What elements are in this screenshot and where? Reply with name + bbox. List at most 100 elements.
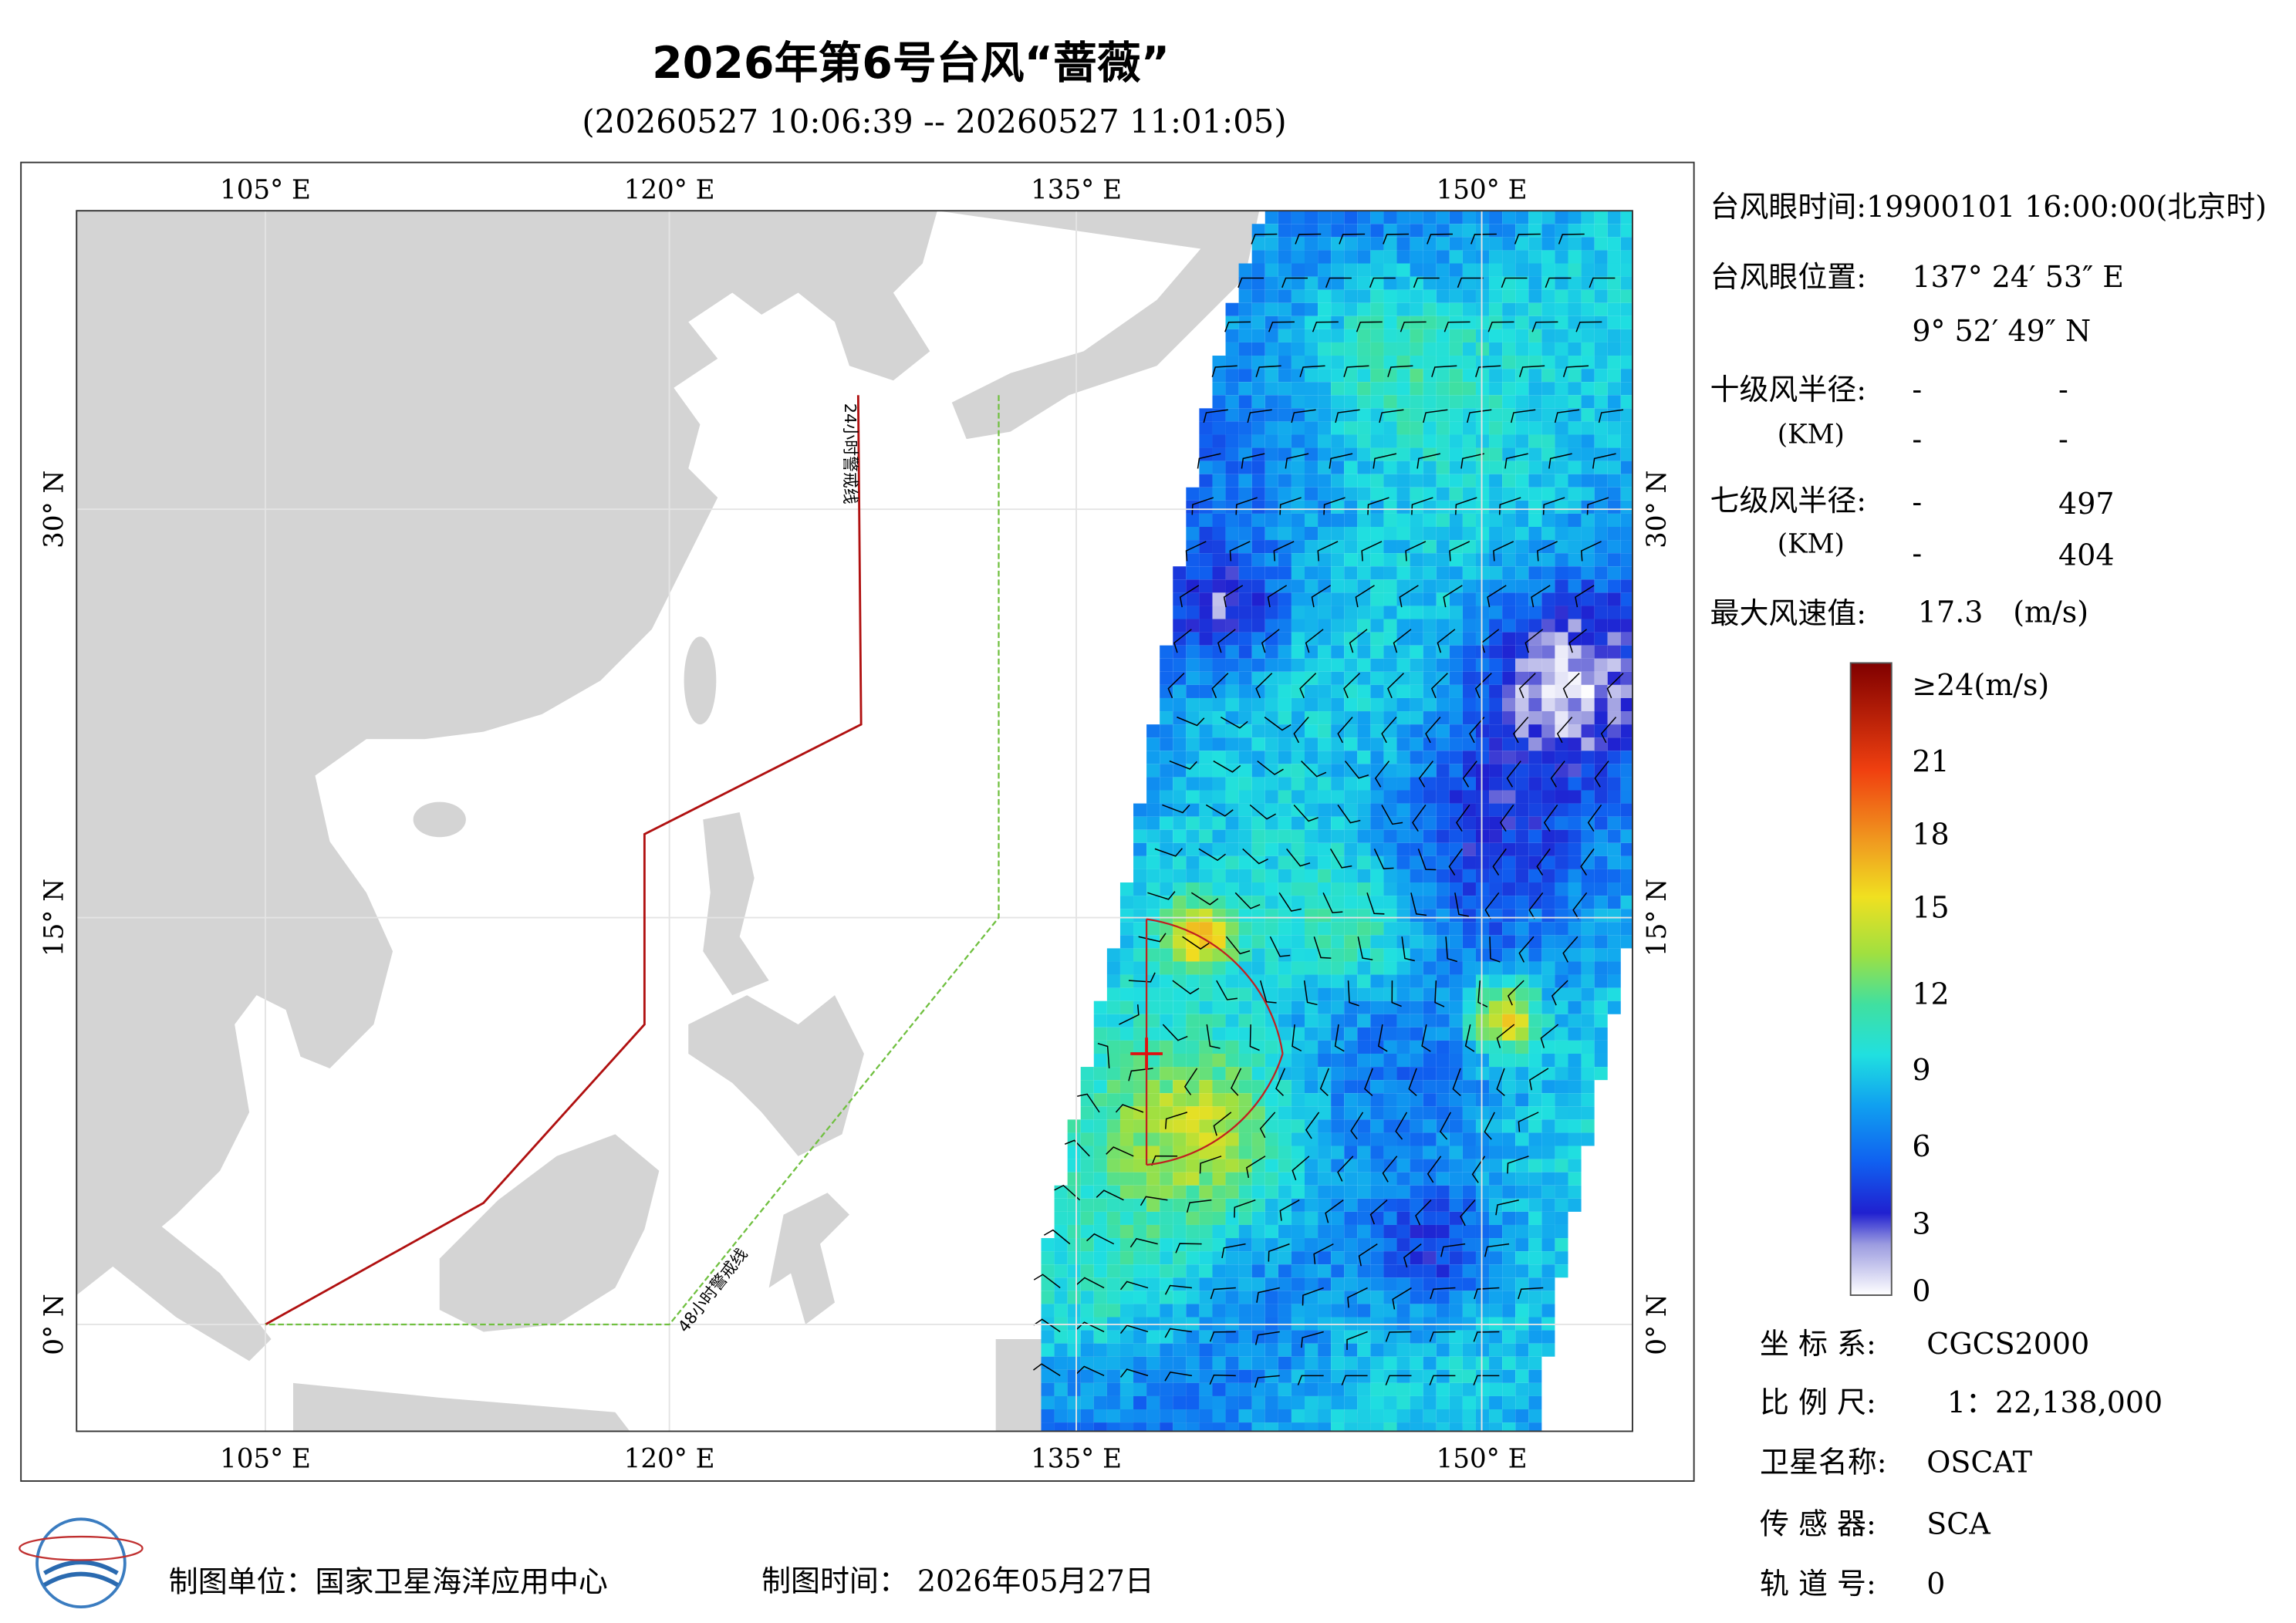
swath-cell [1160, 751, 1173, 764]
swath-cell [1344, 289, 1358, 303]
swath-cell [1541, 540, 1555, 554]
swath-cell [1449, 1409, 1463, 1423]
swath-cell [1449, 342, 1463, 356]
swath-cell [1423, 882, 1437, 896]
swath-cell [1344, 987, 1358, 1001]
swath-cell [1357, 1132, 1371, 1146]
radius-value: - [1912, 536, 1922, 570]
swath-cell [1106, 1159, 1120, 1173]
swath-cell [1186, 553, 1200, 567]
swath-cell [1146, 1211, 1160, 1225]
wind-barb [1427, 233, 1454, 245]
swath-cell [1212, 922, 1226, 936]
swath-cell [1357, 369, 1371, 383]
swath-cell [1278, 961, 1292, 975]
swath-cell [1568, 803, 1582, 817]
swath-cell [1251, 553, 1265, 567]
radius-label: 十级风半径: [1710, 373, 1866, 407]
swath-cell [1344, 1106, 1358, 1120]
swath-cell [1344, 1264, 1358, 1278]
swath-cell [1383, 1422, 1397, 1432]
swath-cell [1133, 816, 1147, 830]
swath-cell [1212, 1343, 1226, 1357]
swath-cell [1436, 369, 1450, 383]
swath-cell [1607, 829, 1621, 843]
swath-cell [1607, 869, 1621, 883]
swath-cell [1357, 1146, 1371, 1159]
swath-cell [1225, 421, 1239, 435]
swath-cell [1515, 356, 1529, 369]
swath-cell [1264, 1395, 1278, 1410]
swath-cell [1410, 1422, 1423, 1432]
swath-cell [1264, 276, 1278, 290]
wind-barb [1369, 1200, 1388, 1225]
swath-cell [1106, 1330, 1120, 1344]
swath-cell [1199, 513, 1213, 527]
swath-cell [1568, 526, 1582, 541]
swath-cell [1133, 842, 1147, 856]
swath-cell [1502, 1132, 1516, 1146]
swath-cell [1318, 513, 1332, 527]
swath-cell [1212, 474, 1226, 488]
swath-cell [1555, 421, 1568, 435]
swath-cell [1502, 711, 1516, 725]
swath-cell [1173, 579, 1187, 593]
swath-cell [1410, 237, 1423, 251]
swath-cell [1238, 1277, 1252, 1291]
swath-cell [1594, 961, 1608, 975]
swath-cell [1278, 1238, 1292, 1252]
swath-cell [1515, 553, 1529, 567]
swath-cell [1489, 1067, 1503, 1081]
swath-cell [1331, 737, 1345, 751]
swath-cell [1238, 579, 1252, 593]
swath-cell [1594, 447, 1608, 461]
swath-cell [1449, 1330, 1463, 1344]
swath-cell [1331, 1356, 1345, 1370]
swath-cell [1357, 922, 1371, 936]
swath-cell [1344, 632, 1358, 646]
swath-cell [1370, 671, 1384, 685]
swath-cell [1555, 829, 1568, 843]
swath-cell [1318, 579, 1332, 593]
wind-barb [1235, 497, 1258, 515]
wind-barb [1347, 1287, 1368, 1308]
swath-cell [1568, 500, 1582, 514]
swath-cell [1410, 526, 1423, 541]
swath-cell [1396, 777, 1410, 791]
swath-cell [1502, 922, 1516, 936]
swath-cell [1568, 961, 1582, 975]
swath-cell [1568, 1159, 1582, 1173]
swath-cell [1331, 724, 1345, 738]
swath-cell [1515, 342, 1529, 356]
swath-cell [1331, 579, 1345, 593]
swath-cell [1173, 922, 1187, 936]
swath-cell [1594, 737, 1608, 751]
swath-cell [1383, 606, 1397, 619]
swath-cell [1410, 1172, 1423, 1186]
swath-cell [1489, 619, 1503, 633]
swath-cell [1449, 1382, 1463, 1396]
swath-cell [1186, 987, 1200, 1001]
swath-cell [1581, 302, 1595, 316]
swath-cell [1278, 935, 1292, 949]
swath-cell [1318, 1277, 1332, 1291]
swath-cell [1423, 1356, 1437, 1370]
swath-cell [1291, 500, 1305, 514]
swath-cell [1449, 513, 1463, 527]
swath-cell [1555, 777, 1568, 791]
swath-cell [1041, 1369, 1055, 1383]
swath-cell [1515, 540, 1529, 554]
swath-cell [1199, 987, 1213, 1001]
swath-cell [1133, 1409, 1147, 1423]
swath-cell [1581, 948, 1595, 962]
swath-cell [1291, 1264, 1305, 1278]
swath-cell [1607, 684, 1621, 698]
swath-cell [1331, 1119, 1345, 1133]
swath-cell [1264, 816, 1278, 830]
swath-cell [1291, 777, 1305, 791]
wind-barb [1179, 585, 1200, 608]
swath-cell [1291, 553, 1305, 567]
swath-cell [1344, 842, 1358, 856]
swath-cell [1607, 276, 1621, 290]
swath-cell [1133, 1000, 1147, 1014]
